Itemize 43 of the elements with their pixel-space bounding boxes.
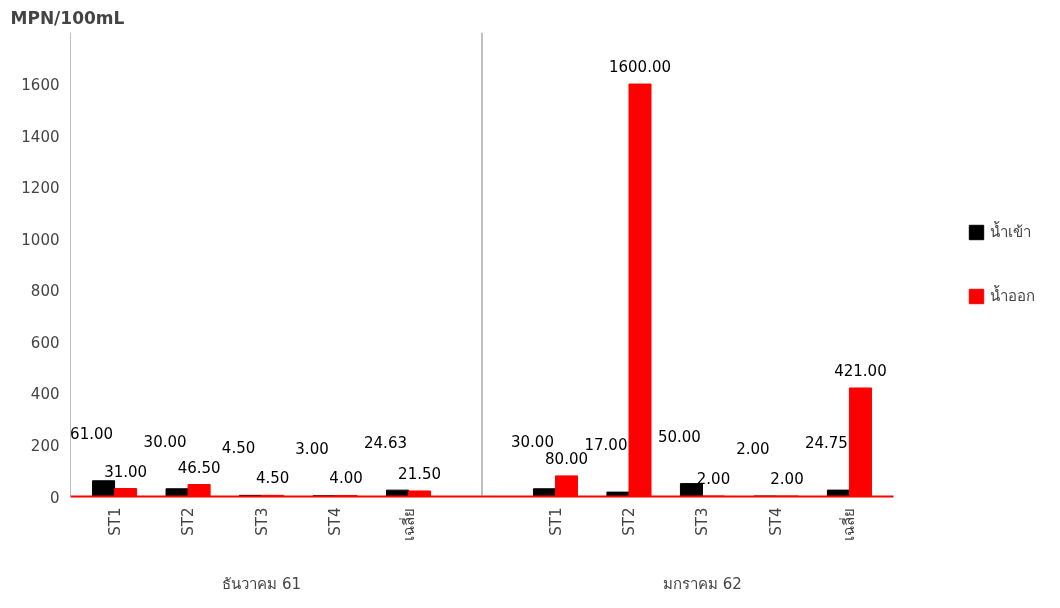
- x-tick-label: เฉลี่ย: [397, 507, 418, 541]
- data-label: 4.50: [221, 439, 256, 458]
- y-tick-label: 1400: [21, 127, 60, 146]
- data-label: 24.63: [364, 434, 407, 453]
- data-label: 61.00: [70, 424, 114, 443]
- x-tick-label: ST2: [179, 507, 198, 536]
- x-tick-label: ST3: [252, 507, 271, 536]
- data-label: 50.00: [657, 427, 701, 446]
- x-tick-label: ST3: [693, 507, 712, 536]
- data-label: 31.00: [104, 462, 148, 481]
- y-tick-label: 1000: [21, 230, 60, 249]
- data-label: 4.50: [255, 469, 290, 488]
- data-label: 421.00: [834, 361, 887, 380]
- y-tick-label: 600: [30, 333, 60, 352]
- legend-label: น้ำเข้า: [990, 220, 1031, 243]
- text: ธันวาคม 61: [222, 574, 301, 593]
- y-tick-label: 1600: [21, 76, 60, 95]
- y-tick-label: 1200: [21, 179, 60, 198]
- y-tick-label: 800: [30, 282, 60, 301]
- data-label: 80.00: [545, 449, 588, 468]
- x-tick-label: ST2: [619, 507, 638, 536]
- text: มกราคม 62: [663, 574, 742, 593]
- x-tick-label: เฉลี่ย: [838, 507, 859, 541]
- data-label: 30.00: [143, 432, 187, 451]
- legend-label: น้ำออก: [990, 284, 1035, 307]
- data-label: 2.00: [770, 469, 804, 488]
- data-label: 2.00: [696, 469, 731, 488]
- data-label: 21.50: [398, 464, 442, 483]
- x-tick-label: ST4: [326, 507, 345, 536]
- y-tick-label: 0: [49, 488, 60, 507]
- data-label: 24.75: [804, 434, 848, 453]
- data-label: 30.00: [511, 432, 554, 451]
- y-tick-label: 400: [30, 385, 60, 404]
- data-label: 2.00: [736, 439, 770, 458]
- data-label: 1600.00: [608, 58, 672, 77]
- x-tick-label: ST4: [766, 507, 785, 536]
- data-label: 46.50: [177, 458, 221, 477]
- x-tick-label: ST1: [105, 507, 124, 536]
- y-tick-label: 200: [30, 436, 60, 455]
- y-axis-title: MPN/100mL: [10, 7, 125, 28]
- x-tick-label: ST1: [546, 507, 565, 536]
- data-label: 3.00: [295, 439, 329, 458]
- data-label: 4.00: [329, 469, 363, 488]
